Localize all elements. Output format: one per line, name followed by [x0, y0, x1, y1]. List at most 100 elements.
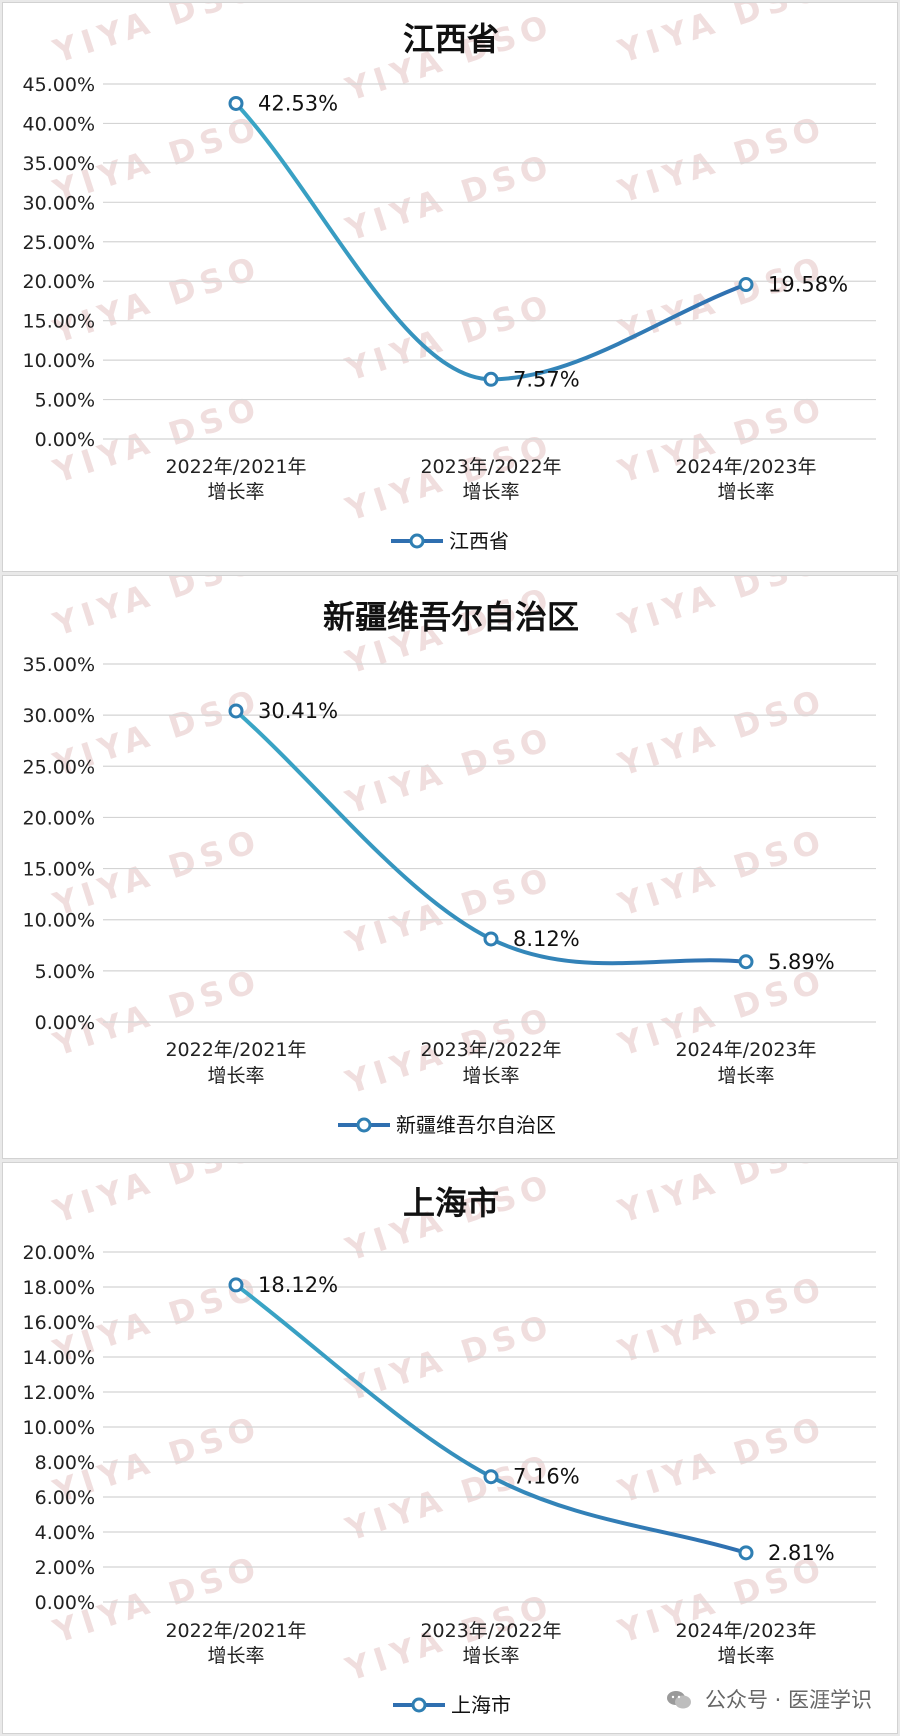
y-tick-label: 35.00% — [23, 654, 95, 676]
y-tick-label: 12.00% — [23, 1382, 95, 1404]
watermark-text: YIYA DSO — [48, 1163, 266, 1231]
watermark-text: YIYA DSO — [613, 1163, 831, 1231]
chart-svg-jiangxi: YIYA DSO YIYA DSO YIYA DSO YIYA DSO YIYA DSO… — [23, 3, 876, 553]
footer-text: 公众号 · 医涯学识 — [704, 1688, 872, 1712]
y-tick-label: 2.00% — [35, 1557, 95, 1579]
watermark-text: YIYA DSO — [340, 719, 558, 822]
y-tick-label: 15.00% — [23, 311, 95, 333]
data-label: 42.53% — [258, 91, 338, 115]
x-tick-label-sub: 增长率 — [717, 1065, 774, 1087]
y-tick-label: 4.00% — [35, 1522, 95, 1544]
watermark-layer: YIYA DSO YIYA DSO YIYA DSO YIYA DSO YIYA DSO… — [48, 3, 831, 529]
x-tick-label: 2022年/2021年 — [165, 1039, 306, 1061]
data-point — [483, 371, 499, 387]
data-label: 7.16% — [513, 1465, 580, 1489]
data-label: 19.58% — [768, 273, 848, 297]
watermark-text: YIYA DSO — [613, 681, 831, 784]
chart-title: 江西省 — [403, 20, 499, 58]
x-tick-label: 2022年/2021年 — [165, 1620, 306, 1642]
legend-marker — [409, 533, 425, 549]
x-tick-label: 2024年/2023年 — [675, 1039, 816, 1061]
y-tick-label: 20.00% — [23, 271, 95, 293]
watermark-text: YIYA DSO — [48, 3, 266, 71]
watermark-text: YIYA DSO — [613, 248, 831, 351]
legend-marker — [356, 1117, 372, 1133]
data-label: 18.12% — [258, 1273, 338, 1297]
data-label: 2.81% — [768, 1541, 835, 1565]
y-tick-label: 15.00% — [23, 859, 95, 881]
y-tick-label: 20.00% — [23, 1242, 95, 1264]
data-point — [738, 954, 754, 970]
watermark-text: YIYA DSO — [48, 576, 266, 644]
x-tick-label-sub: 增长率 — [207, 1645, 264, 1667]
x-tick-label: 2024年/2023年 — [675, 1620, 816, 1642]
y-tick-label: 14.00% — [23, 1347, 95, 1369]
watermark-text: YIYA DSO — [613, 1408, 831, 1511]
y-tick-label: 0.00% — [35, 429, 95, 451]
chart-svg-xinjiang: YIYA DSO YIYA DSO YIYA DSO YIYA DSO YIYA DSO… — [23, 576, 876, 1137]
series-line — [234, 101, 748, 382]
legend-marker — [411, 1697, 427, 1713]
data-point — [483, 1469, 499, 1485]
y-tick-label: 45.00% — [23, 74, 95, 96]
y-tick-label: 5.00% — [35, 390, 95, 412]
y-tick-label: 0.00% — [35, 1012, 95, 1034]
data-point — [228, 95, 244, 111]
watermark-text: YIYA DSO — [48, 248, 266, 351]
x-tick-label-sub: 增长率 — [717, 1645, 774, 1667]
y-tick-label: 16.00% — [23, 1312, 95, 1334]
chart-title: 新疆维吾尔自治区 — [323, 598, 579, 636]
y-tick-label: 35.00% — [23, 153, 95, 175]
legend: 江西省 — [391, 529, 509, 553]
gridlines — [103, 83, 876, 440]
data-point — [228, 703, 244, 719]
chart-panel-jiangxi: YIYA DSO YIYA DSO YIYA DSO YIYA DSO YIYA DSO… — [2, 2, 898, 572]
x-tick-label: 2023年/2022年 — [420, 1620, 561, 1642]
watermark-text: YIYA DSO — [613, 1268, 831, 1371]
data-label: 7.57% — [513, 367, 580, 391]
legend-label: 江西省 — [449, 529, 509, 553]
y-tick-label: 6.00% — [35, 1487, 95, 1509]
watermark-text: YIYA DSO — [613, 3, 831, 71]
data-label: 30.41% — [258, 699, 338, 723]
gridlines — [103, 1251, 876, 1603]
watermark-text: YIYA DSO — [340, 146, 558, 249]
legend-label: 上海市 — [451, 1693, 511, 1717]
y-tick-label: 20.00% — [23, 807, 95, 829]
y-tick-label: 10.00% — [23, 350, 95, 372]
y-tick-label: 25.00% — [23, 756, 95, 778]
x-tick-label-sub: 增长率 — [462, 481, 519, 503]
data-point — [738, 277, 754, 293]
data-point — [738, 1545, 754, 1561]
x-tick-label-sub: 增长率 — [462, 1065, 519, 1087]
x-tick-label-sub: 增长率 — [207, 1065, 264, 1087]
y-tick-label: 10.00% — [23, 910, 95, 932]
x-tick-label: 2024年/2023年 — [675, 456, 816, 478]
legend-label: 新疆维吾尔自治区 — [396, 1113, 556, 1137]
footer-credit: 公众号 · 医涯学识 — [666, 1684, 872, 1714]
y-tick-label: 18.00% — [23, 1277, 95, 1299]
watermark-text: YIYA DSO — [613, 576, 831, 644]
legend: 上海市 — [393, 1693, 511, 1717]
chart-panel-shanghai: YIYA DSO YIYA DSO YIYA DSO YIYA DSO YIYA DSO… — [2, 1162, 898, 1734]
y-tick-label: 30.00% — [23, 192, 95, 214]
x-tick-label-sub: 增长率 — [207, 481, 264, 503]
wechat-icon — [667, 1691, 692, 1709]
y-tick-label: 8.00% — [35, 1452, 95, 1474]
x-tick-label: 2022年/2021年 — [165, 456, 306, 478]
data-point — [483, 931, 499, 947]
data-label: 5.89% — [768, 950, 835, 974]
y-tick-label: 5.00% — [35, 961, 95, 983]
x-tick-label: 2023年/2022年 — [420, 456, 561, 478]
y-tick-label: 10.00% — [23, 1417, 95, 1439]
x-tick-label-sub: 增长率 — [462, 1645, 519, 1667]
watermark-text: YIYA DSO — [613, 821, 831, 924]
watermark-layer: YIYA DSO YIYA DSO YIYA DSO YIYA DSO YIYA DSO… — [48, 576, 831, 1102]
data-label: 8.12% — [513, 927, 580, 951]
y-tick-label: 25.00% — [23, 232, 95, 254]
chart-title: 上海市 — [403, 1184, 499, 1222]
legend: 新疆维吾尔自治区 — [338, 1113, 556, 1137]
x-tick-label-sub: 增长率 — [717, 481, 774, 503]
